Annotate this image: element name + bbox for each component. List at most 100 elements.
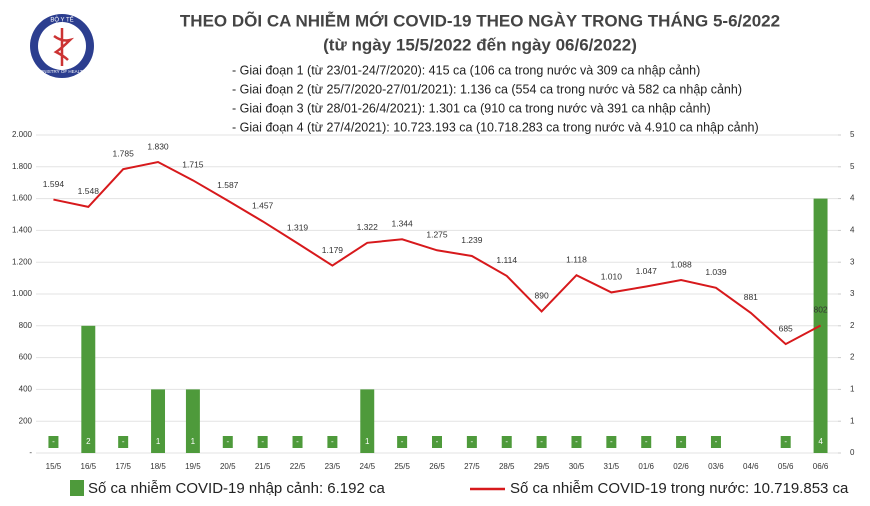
bar-label: 1 — [191, 437, 196, 446]
bar-label: 1 — [156, 437, 161, 446]
bar — [81, 325, 96, 453]
y2-tick-label: 4 — [850, 226, 855, 235]
data-label: 1.785 — [113, 148, 135, 158]
bar-label: - — [540, 437, 543, 446]
bar-label-bg — [222, 436, 233, 448]
y2-tick-label: 5 — [850, 162, 855, 171]
y-tick-label: 400 — [19, 385, 33, 394]
y2-tick-label: 5 — [850, 130, 855, 139]
chart-title: THEO DÕI CA NHIỄM MỚI COVID-19 THEO NGÀY… — [180, 10, 780, 30]
bar-label-bg — [432, 436, 442, 448]
data-label: 1.322 — [357, 222, 379, 232]
x-tick-label: 04/6 — [743, 462, 759, 471]
bar-label: - — [226, 437, 229, 446]
bar-label: 1 — [365, 437, 370, 446]
data-label: 1.715 — [182, 160, 204, 170]
y-tick-label: - — [29, 448, 32, 457]
data-label: 1.457 — [252, 201, 274, 211]
y-tick-label: 1.600 — [12, 194, 33, 203]
logo-text: MINISTRY OF HEALTH — [38, 69, 86, 74]
bar-label: - — [680, 437, 683, 446]
bar-label: - — [575, 437, 578, 446]
bar-label-bg — [153, 436, 164, 448]
x-tick-label: 18/5 — [150, 462, 166, 471]
x-tick-label: 31/5 — [604, 462, 620, 471]
note: - Giai đoạn 3 (từ 28/01-26/4/2021): 1.30… — [232, 101, 711, 115]
data-label: 802 — [813, 305, 827, 315]
y2-tick-label: 2 — [850, 321, 855, 330]
x-tick-label: 05/6 — [778, 462, 794, 471]
data-label: 1.088 — [670, 259, 692, 269]
bar-label-bg — [397, 436, 408, 448]
data-label: 1.275 — [426, 230, 448, 240]
data-label: 890 — [535, 291, 549, 301]
data-label: 685 — [779, 323, 793, 333]
bar-label: - — [401, 437, 404, 446]
y-tick-label: 1.400 — [12, 226, 33, 235]
y2-tick-label: 3 — [850, 257, 855, 266]
data-label: 1.830 — [147, 141, 169, 151]
bar-label-bg — [710, 436, 721, 448]
data-label: 881 — [744, 292, 758, 302]
bar-label-bg — [292, 436, 303, 448]
data-label: 1.118 — [566, 254, 587, 264]
bar-label: 4 — [818, 437, 823, 446]
bar-label: - — [52, 437, 55, 446]
data-label: 1.010 — [601, 272, 623, 282]
x-tick-label: 22/5 — [290, 462, 306, 471]
data-label: 1.047 — [636, 266, 658, 276]
bar-label: - — [261, 437, 264, 446]
bar-label-bg — [187, 436, 198, 448]
data-label: 1.039 — [705, 267, 727, 277]
bar-label: - — [784, 437, 787, 446]
data-label: 1.319 — [287, 223, 309, 233]
y-tick-label: 600 — [19, 353, 33, 362]
y2-tick-label: 2 — [850, 353, 855, 362]
bar-label-bg — [780, 436, 791, 448]
logo-text: BỘ Y TẾ — [50, 17, 73, 24]
x-tick-label: 26/5 — [429, 462, 445, 471]
data-label: 1.594 — [43, 179, 65, 189]
data-label: 1.587 — [217, 180, 239, 190]
data-label: 1.548 — [78, 186, 100, 196]
note: - Giai đoạn 1 (từ 23/01-24/7/2020): 415 … — [232, 63, 700, 77]
y-tick-label: 1.200 — [12, 257, 33, 266]
bar-label: - — [505, 437, 508, 446]
bar-label-bg — [48, 436, 59, 448]
legend-label: Số ca nhiễm COVID-19 nhập cảnh: 6.192 ca — [88, 480, 386, 497]
data-label: 1.114 — [496, 255, 517, 265]
data-label: 1.344 — [391, 219, 413, 229]
bar-label: - — [715, 437, 718, 446]
y2-tick-label: 0 — [850, 448, 855, 457]
bar-label-bg — [257, 436, 268, 448]
y2-tick-label: 4 — [850, 194, 855, 203]
y2-tick-label: 3 — [850, 289, 855, 298]
x-tick-label: 03/6 — [708, 462, 724, 471]
bar-label: - — [436, 437, 439, 446]
bar-label-bg — [641, 436, 652, 448]
bar-label: - — [610, 437, 613, 446]
bar-label-bg — [466, 436, 477, 448]
x-tick-label: 15/5 — [46, 462, 62, 471]
x-tick-label: 25/5 — [394, 462, 410, 471]
y-tick-label: 200 — [19, 416, 33, 425]
x-tick-label: 29/5 — [534, 462, 550, 471]
bar-label: - — [471, 437, 474, 446]
bar-label-bg — [571, 436, 582, 448]
bar-label-bg — [606, 436, 617, 448]
legend-swatch — [70, 480, 84, 496]
bar-label-bg — [362, 436, 373, 448]
data-label: 1.239 — [461, 235, 483, 245]
x-tick-label: 01/6 — [638, 462, 654, 471]
bar-label: 2 — [86, 437, 91, 446]
bar-label-bg — [83, 436, 94, 448]
x-tick-label: 30/5 — [569, 462, 585, 471]
data-label: 1.179 — [322, 245, 344, 255]
x-tick-label: 27/5 — [464, 462, 480, 471]
x-tick-label: 16/5 — [81, 462, 97, 471]
y2-tick-label: 1 — [850, 416, 855, 425]
y2-tick-label: 1 — [850, 385, 855, 394]
bar-label: - — [645, 437, 648, 446]
y-tick-label: 2.000 — [12, 130, 33, 139]
bar-label-bg — [327, 436, 338, 448]
